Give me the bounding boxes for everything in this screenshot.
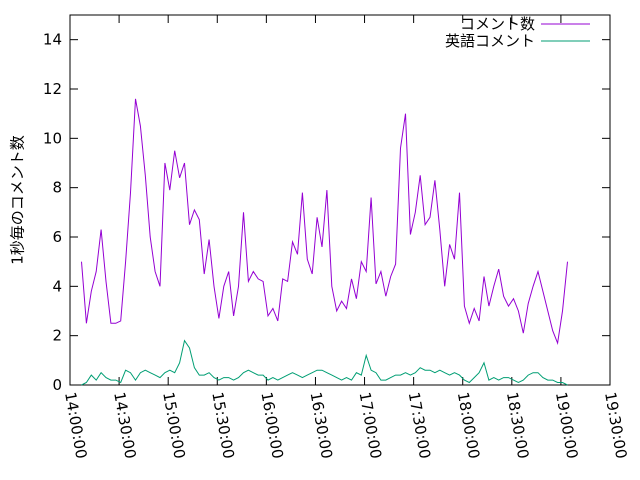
y-tick-label: 4: [52, 277, 62, 295]
legend-label: 英語コメント: [445, 32, 535, 50]
x-tick-label: 14:30:00: [110, 391, 139, 460]
x-tick-label: 16:30:00: [307, 391, 336, 460]
series-line: [81, 98, 568, 346]
x-tick-label: 18:00:00: [454, 391, 483, 460]
legend-label: コメント数: [460, 15, 535, 33]
x-tick-label: 16:00:00: [257, 391, 286, 460]
x-tick-label: 15:00:00: [159, 391, 188, 460]
y-tick-label: 12: [43, 80, 62, 98]
series-line: [81, 339, 568, 386]
y-tick-label: 10: [43, 129, 62, 147]
y-tick-label: 8: [52, 179, 62, 197]
x-tick-label: 18:30:00: [503, 391, 532, 460]
x-tick-label: 15:30:00: [208, 391, 237, 460]
y-tick-label: 0: [52, 376, 62, 394]
plot-frame: [69, 14, 611, 386]
y-axis-label: 1秒毎のコメント数: [9, 135, 27, 265]
x-tick-label: 19:30:00: [601, 391, 630, 460]
y-tick-label: 2: [52, 327, 62, 345]
x-tick-label: 17:30:00: [405, 391, 434, 460]
x-tick-label: 19:00:00: [552, 391, 581, 460]
y-tick-label: 14: [43, 31, 62, 49]
x-tick-label: 17:00:00: [356, 391, 385, 460]
x-tick-label: 14:00:00: [61, 391, 90, 460]
y-tick-label: 6: [52, 228, 62, 246]
